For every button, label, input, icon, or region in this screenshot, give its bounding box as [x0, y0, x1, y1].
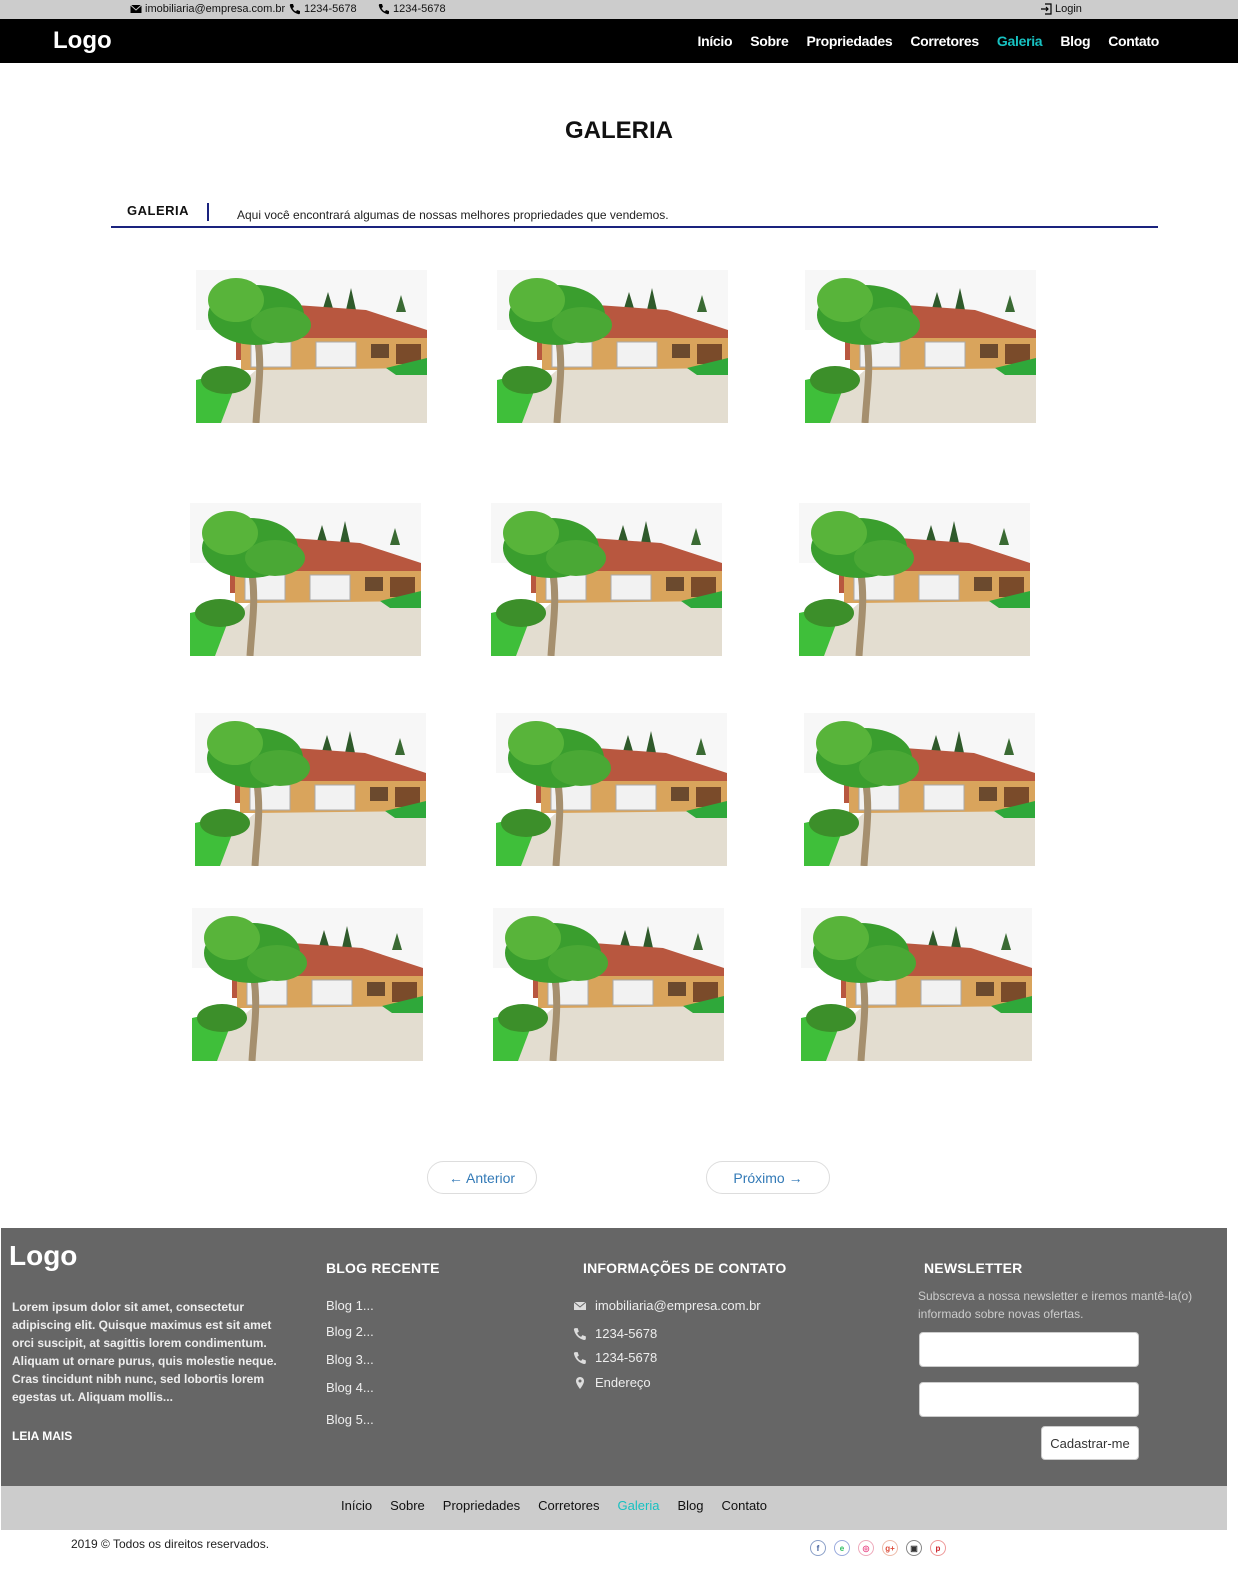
main-navbar: Logo Início Sobre Propriedades Corretore… [0, 19, 1238, 63]
section-label: GALERIA [127, 203, 189, 218]
login-link[interactable]: Login [1040, 3, 1082, 15]
contact-address[interactable]: Endereço [573, 1375, 651, 1390]
mail-icon [130, 4, 142, 13]
house-photo [195, 713, 426, 866]
map-pin-icon [576, 1376, 584, 1389]
read-more-link[interactable]: LEIA MAIS [12, 1429, 73, 1443]
gallery-photo-6[interactable] [799, 503, 1030, 656]
footer-nav-sobre[interactable]: Sobre [390, 1498, 425, 1513]
phone-icon [573, 1351, 586, 1364]
footer-logo[interactable]: Logo [9, 1240, 78, 1271]
newsletter-heading: NEWSLETTER [924, 1260, 1023, 1276]
topbar-phone-1[interactable]: 1234-5678 [289, 3, 357, 15]
gallery-photo-8[interactable] [496, 713, 727, 866]
gallery-photo-11[interactable] [493, 908, 724, 1061]
house-photo [804, 713, 1035, 866]
footer-nav-propriedades[interactable]: Propriedades [442, 1498, 521, 1513]
dribbble-icon[interactable]: ◎ [858, 1540, 874, 1556]
house-photo [493, 908, 724, 1061]
blog-link-4[interactable]: Blog 4... [326, 1380, 374, 1395]
newsletter-submit-button[interactable]: Cadastrar-me [1041, 1426, 1139, 1460]
login-icon [1041, 3, 1052, 15]
topbar-email[interactable]: imobiliaria@empresa.com.br [130, 3, 285, 15]
facebook-icon[interactable]: f [810, 1540, 826, 1556]
copyright-text: 2019 © Todos os direitos reservados. [71, 1537, 270, 1551]
evernote-icon[interactable]: e [834, 1540, 850, 1556]
gallery-photo-5[interactable] [491, 503, 722, 656]
social-links: f e ◎ g+ ▣ p [810, 1540, 946, 1556]
contact-email[interactable]: imobiliaria@empresa.com.br [573, 1298, 761, 1313]
contact-phone-2[interactable]: 1234-5678 [573, 1350, 657, 1365]
gallery-photo-3[interactable] [805, 270, 1036, 423]
blog-link-5[interactable]: Blog 5... [326, 1412, 374, 1427]
nav-item-inicio[interactable]: Início [697, 33, 733, 49]
contact-heading: INFORMAÇÕES DE CONTATO [583, 1260, 787, 1276]
blog-link-2[interactable]: Blog 2... [326, 1324, 374, 1339]
nav-item-contato[interactable]: Contato [1108, 33, 1159, 49]
footer-nav-corretores[interactable]: Corretores [538, 1498, 600, 1513]
section-divider [207, 203, 209, 221]
pinterest-icon[interactable]: p [930, 1540, 946, 1556]
footer-nav-inicio[interactable]: Início [341, 1498, 373, 1513]
gallery-photo-9[interactable] [804, 713, 1035, 866]
phone-icon [573, 1327, 586, 1340]
top-contact-bar: imobiliaria@empresa.com.br 1234-5678 123… [0, 0, 1238, 19]
blog-link-1[interactable]: Blog 1... [326, 1298, 374, 1313]
contact-phone-1[interactable]: 1234-5678 [573, 1326, 657, 1341]
google-plus-icon[interactable]: g+ [882, 1540, 898, 1556]
footer-navbar: Início Sobre Propriedades Corretores Gal… [1, 1486, 1227, 1530]
footer-about-text: Lorem ipsum dolor sit amet, consectetur … [12, 1300, 277, 1404]
topbar-phone-2[interactable]: 1234-5678 [378, 3, 446, 15]
house-photo [491, 503, 722, 656]
mail-icon [573, 1301, 587, 1310]
footer-menu: Início Sobre Propriedades Corretores Gal… [341, 1498, 767, 1513]
nav-item-corretores[interactable]: Corretores [910, 33, 979, 49]
gallery-photo-4[interactable] [190, 503, 421, 656]
house-photo [196, 270, 427, 423]
phone-icon [289, 4, 300, 15]
gallery-photo-1[interactable] [196, 270, 427, 423]
nav-item-galeria[interactable]: Galeria [996, 33, 1043, 49]
house-photo [496, 713, 727, 866]
gallery-photo-7[interactable] [195, 713, 426, 866]
nav-item-blog[interactable]: Blog [1060, 33, 1091, 49]
blog-heading: BLOG RECENTE [326, 1260, 440, 1276]
blog-link-3[interactable]: Blog 3... [326, 1352, 374, 1367]
newsletter-text: Subscreva a nossa newsletter e iremos ma… [918, 1289, 1193, 1321]
footer: Logo Lorem ipsum dolor sit amet, consect… [1, 1228, 1227, 1486]
house-photo [801, 908, 1032, 1061]
gallery-photo-12[interactable] [801, 908, 1032, 1061]
house-photo [805, 270, 1036, 423]
phone-icon [378, 4, 389, 15]
section-description: Aqui você encontrará algumas de nossas m… [237, 208, 669, 222]
footer-nav-galeria[interactable]: Galeria [617, 1498, 660, 1513]
site-logo[interactable]: Logo [53, 27, 112, 54]
footer-nav-contato[interactable]: Contato [721, 1498, 768, 1513]
house-photo [799, 503, 1030, 656]
gallery-photo-10[interactable] [192, 908, 423, 1061]
main-menu: Início Sobre Propriedades Corretores Gal… [697, 33, 1159, 49]
gallery-photo-2[interactable] [497, 270, 728, 423]
nav-item-propriedades[interactable]: Propriedades [806, 33, 893, 49]
section-header: GALERIA Aqui você encontrará algumas de … [111, 200, 1158, 228]
newsletter-name-input[interactable] [919, 1332, 1139, 1367]
next-page-button[interactable]: Próximo → [706, 1161, 830, 1194]
house-photo [192, 908, 423, 1061]
footer-nav-blog[interactable]: Blog [677, 1498, 704, 1513]
nav-item-sobre[interactable]: Sobre [750, 33, 789, 49]
house-photo [190, 503, 421, 656]
newsletter-email-input[interactable] [919, 1382, 1139, 1417]
previous-page-button[interactable]: ← Anterior [427, 1161, 537, 1194]
instagram-icon[interactable]: ▣ [906, 1540, 922, 1556]
house-photo [497, 270, 728, 423]
page-title: GALERIA [565, 117, 673, 144]
